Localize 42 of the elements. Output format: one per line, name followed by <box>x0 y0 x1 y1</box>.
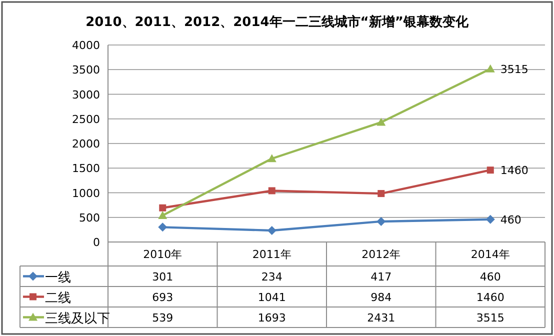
data-label: 1041 <box>258 290 286 304</box>
y-tick-label: 0 <box>93 236 100 249</box>
y-tick-label: 2500 <box>72 112 100 126</box>
data-label: 1460 <box>476 290 504 304</box>
point <box>267 154 276 162</box>
point <box>268 187 276 194</box>
point <box>486 166 494 174</box>
data-label: 539 <box>152 311 174 324</box>
chart-title: 2010、2011、2012、2014年一二三线城市“新增”银幕数变化 <box>86 14 470 30</box>
y-tick-label: 1500 <box>72 162 100 176</box>
data-label: 301 <box>152 270 174 284</box>
legend-label: 三线及以下 <box>45 311 110 326</box>
point <box>486 214 495 224</box>
annotation: 1460 <box>500 164 528 178</box>
data-label: 693 <box>152 290 174 304</box>
data-label: 460 <box>480 270 501 284</box>
y-tick-label: 500 <box>79 211 100 224</box>
y-tick-label: 3000 <box>72 88 100 102</box>
x-tick-label: 2011年 <box>252 248 292 261</box>
data-label: 1693 <box>258 311 286 324</box>
point <box>158 222 168 232</box>
y-tick-label: 4000 <box>72 39 100 52</box>
point <box>158 210 168 219</box>
point <box>159 204 166 212</box>
legend-label: 一线 <box>45 270 71 286</box>
y-tick-label: 3500 <box>72 64 100 77</box>
annotation: 460 <box>500 213 522 226</box>
annotation: 3515 <box>500 62 528 76</box>
x-tick-label: 2010年 <box>143 248 182 261</box>
data-label: 417 <box>370 270 392 284</box>
data-label: 2431 <box>367 311 396 324</box>
y-tick-label: 2000 <box>72 138 100 150</box>
point <box>378 190 385 198</box>
data-label: 234 <box>261 270 282 284</box>
legend-label: 二线 <box>45 290 71 306</box>
data-label: 984 <box>370 290 392 304</box>
data-label: 3515 <box>476 311 504 324</box>
point <box>376 118 386 126</box>
x-tick-label: 2012年 <box>362 248 401 261</box>
y-tick-label: 1000 <box>72 186 100 200</box>
point <box>486 64 495 72</box>
x-tick-label: 2014年 <box>470 248 510 261</box>
